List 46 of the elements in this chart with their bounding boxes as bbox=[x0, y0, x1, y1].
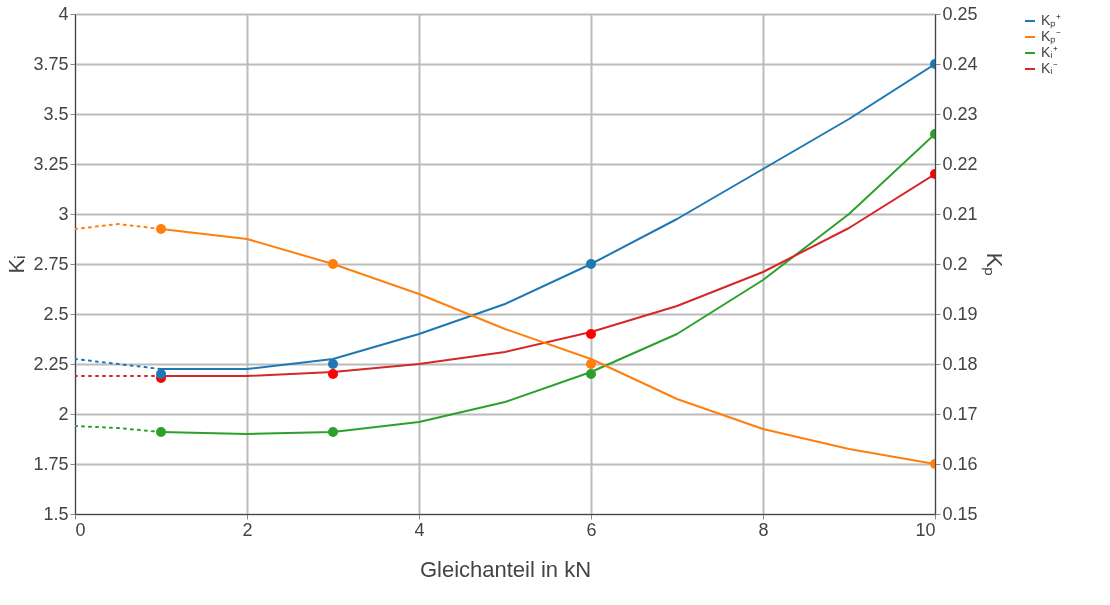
y2-tick-label: 0.19 bbox=[942, 303, 978, 324]
y2-tick-label: 0.16 bbox=[942, 453, 978, 474]
legend-label: Kᵢ⁺ bbox=[1041, 44, 1058, 60]
legend-label: Kₚ⁺ bbox=[1041, 12, 1062, 29]
legend-label: Kᵢ⁻ bbox=[1041, 60, 1058, 76]
legend-label: Kₚ⁻ bbox=[1041, 28, 1062, 45]
point bbox=[586, 259, 596, 269]
x-tick-label: 4 bbox=[414, 519, 425, 540]
y-tick-label: 3.25 bbox=[33, 153, 69, 174]
x-tick-label: 8 bbox=[758, 519, 769, 540]
x-axis-title: Gleichanteil in kN bbox=[419, 556, 592, 582]
y2-tick-label: 0.24 bbox=[942, 53, 978, 74]
x-tick-label: 10 bbox=[915, 519, 936, 540]
point bbox=[586, 359, 596, 369]
point bbox=[586, 369, 596, 379]
point bbox=[586, 329, 596, 339]
y2-tick-label: 0.18 bbox=[942, 353, 978, 374]
y-axis-title: Kᵢ bbox=[4, 255, 30, 274]
y2-axis-title: Kₚ bbox=[980, 252, 1007, 277]
point bbox=[328, 369, 338, 379]
y2-tick-label: 0.15 bbox=[942, 503, 978, 524]
y-tick-label: 2.25 bbox=[33, 353, 69, 374]
x-tick-label: 6 bbox=[586, 519, 597, 540]
y-tick-label: 3.75 bbox=[33, 53, 69, 74]
y2-tick-label: 0.2 bbox=[942, 253, 968, 274]
y2-tick-label: 0.25 bbox=[942, 3, 978, 24]
y-tick-label: 1.75 bbox=[33, 453, 69, 474]
y2-tick-label: 0.22 bbox=[942, 153, 978, 174]
y-tick-label: 3.5 bbox=[43, 103, 69, 124]
y-tick-label: 2 bbox=[58, 403, 69, 424]
y2-tick-label: 0.23 bbox=[942, 103, 978, 124]
y-tick-label: 3 bbox=[58, 203, 69, 224]
point bbox=[328, 359, 338, 369]
point bbox=[156, 427, 166, 437]
y-tick-label: 1.5 bbox=[43, 503, 69, 524]
y-tick-label: 2.5 bbox=[43, 303, 69, 324]
point bbox=[328, 259, 338, 269]
point bbox=[156, 369, 166, 379]
x-tick-label: 0 bbox=[75, 519, 86, 540]
y2-tick-label: 0.17 bbox=[942, 403, 978, 424]
y2-tick-label: 0.21 bbox=[942, 203, 978, 224]
point bbox=[328, 427, 338, 437]
y-tick-label: 2.75 bbox=[33, 253, 69, 274]
y-tick-label: 4 bbox=[58, 3, 69, 24]
x-tick-label: 2 bbox=[242, 519, 253, 540]
point bbox=[156, 224, 166, 234]
